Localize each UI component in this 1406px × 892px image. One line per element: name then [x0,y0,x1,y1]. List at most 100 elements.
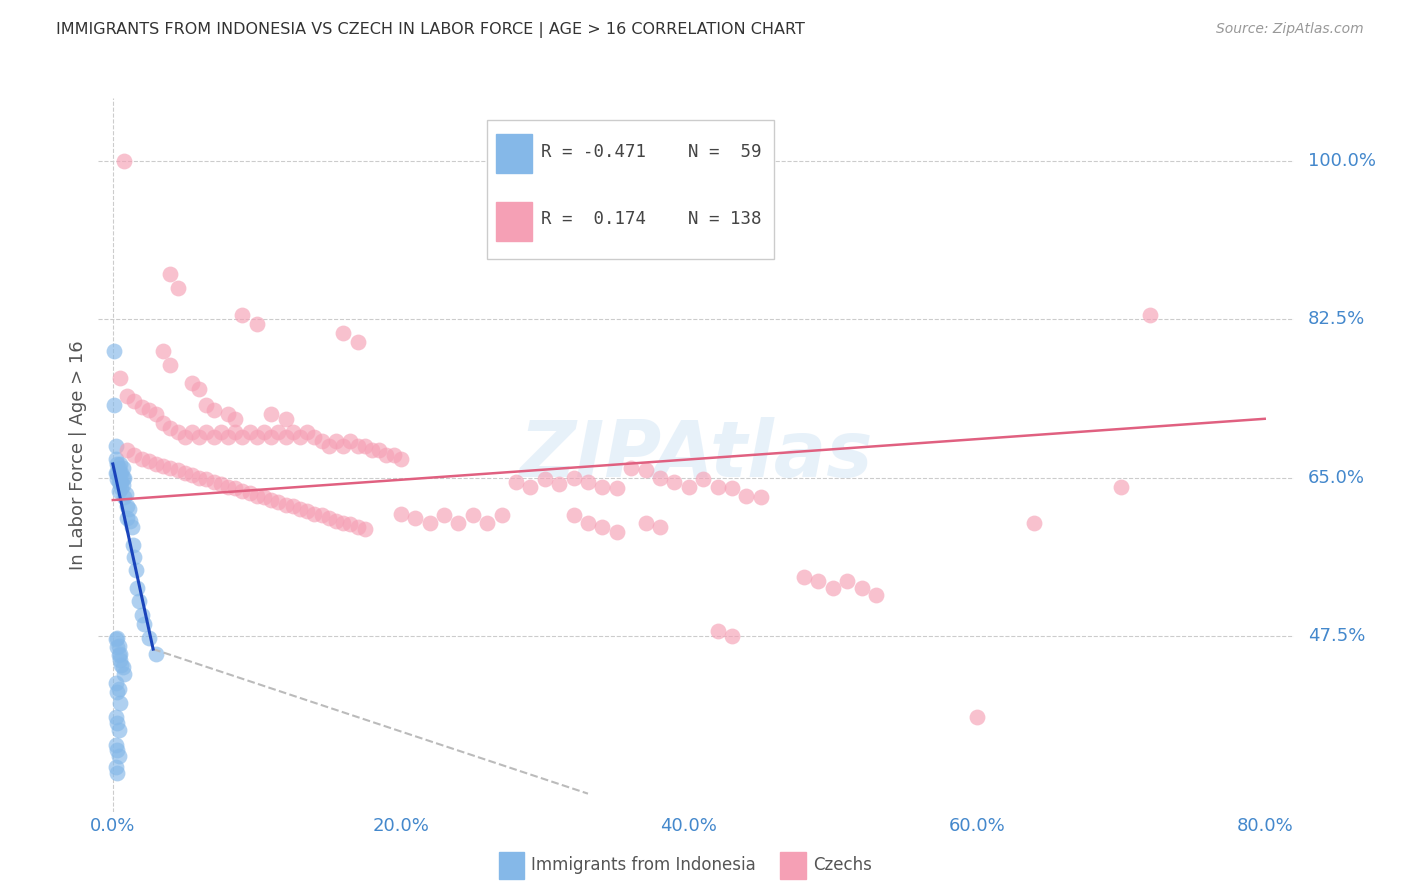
Point [274,411,297,425]
Point [447,516,470,530]
Point [122,538,145,552]
Point [104,466,127,480]
Point [111,470,134,484]
Point [115,500,138,514]
Text: 82.5%: 82.5% [1308,310,1365,328]
Point [181,425,204,440]
Point [591,520,613,534]
Point [131,452,153,467]
Point [195,398,218,412]
Point [166,463,188,477]
Point [576,475,599,489]
Point [108,457,131,471]
Y-axis label: In Labor Force | Age > 16: In Labor Force | Age > 16 [69,340,87,570]
Point [318,511,340,525]
Point [267,425,290,440]
Point [115,443,138,458]
Point [851,581,873,595]
Point [231,308,253,322]
Point [128,594,150,608]
Point [166,425,188,440]
Point [105,472,128,486]
Point [124,448,146,462]
Point [108,466,131,480]
Point [606,524,628,539]
Point [231,484,253,499]
Point [634,463,657,477]
Point [562,508,585,523]
Point [606,481,628,495]
Point [735,489,758,503]
Point [793,570,815,584]
Point [125,563,148,577]
Point [188,382,211,396]
Point [749,491,772,505]
Point [562,470,585,484]
FancyBboxPatch shape [486,120,773,259]
Point [105,765,128,780]
Point [533,472,555,486]
Point [134,616,156,631]
Point [159,267,181,281]
Point [339,517,361,532]
Point [253,491,276,505]
Point [209,476,232,491]
Point [103,344,125,359]
Point [152,344,174,359]
Point [281,500,304,514]
Point [353,522,375,536]
Point [110,658,132,673]
Point [105,640,128,655]
Point [110,481,132,495]
Point [104,452,127,467]
Point [108,653,131,667]
Text: 47.5%: 47.5% [1308,626,1365,645]
Point [634,516,657,530]
Point [145,457,167,471]
Point [112,154,135,169]
Point [721,629,744,643]
Point [121,520,143,534]
Bar [496,202,533,241]
Point [332,516,354,530]
Point [548,476,571,491]
Point [181,467,204,482]
Point [821,581,844,595]
Point [281,425,304,440]
Point [112,667,135,681]
Point [304,507,326,521]
Point [138,402,160,417]
Point [110,475,132,489]
Point [260,407,283,421]
Point [253,425,276,440]
Point [152,458,174,473]
Point [346,520,368,534]
Point [173,430,195,444]
Point [389,507,412,521]
Point [239,486,262,500]
Point [325,514,347,528]
Point [361,443,384,458]
Point [115,389,138,403]
Point [274,430,297,444]
Point [195,425,218,440]
Point [105,685,128,699]
Text: R =  0.174    N = 138: R = 0.174 N = 138 [540,211,761,228]
Point [648,470,671,484]
Point [108,696,131,710]
Point [267,495,290,509]
Point [274,498,297,512]
Point [837,574,859,589]
Point [260,493,283,508]
Point [107,461,129,475]
Point [346,334,368,349]
Point [519,479,541,493]
Point [224,481,246,495]
Point [1109,479,1132,493]
Point [138,632,160,646]
Point [105,466,128,480]
Text: Immigrants from Indonesia: Immigrants from Indonesia [531,856,756,874]
Point [332,326,354,340]
Point [246,489,269,503]
Point [112,491,135,505]
